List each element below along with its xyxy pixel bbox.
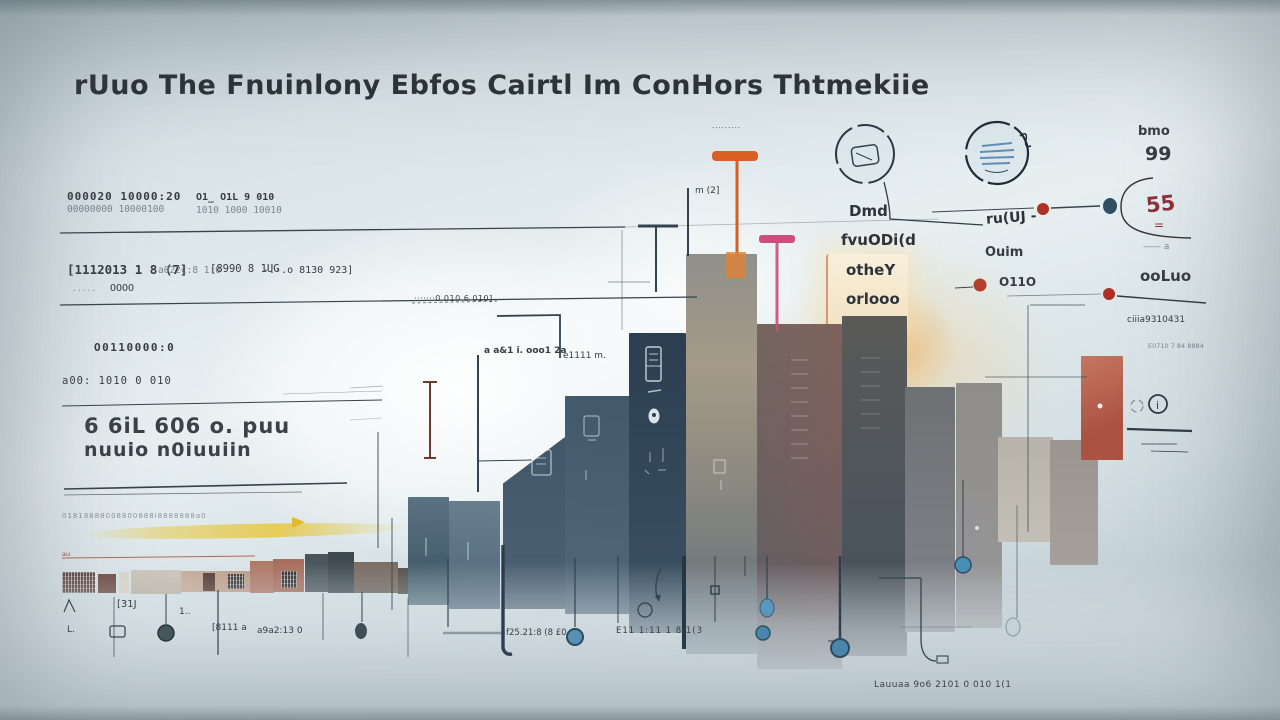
big-stat-line2: nuuio n0iuuiin: [84, 439, 252, 461]
label-ooluo: ooLuo: [1140, 267, 1192, 285]
bar-11: [998, 437, 1053, 542]
label-ouim: Ouim: [985, 245, 1024, 260]
bar-9: [905, 387, 955, 632]
dark-dot-marker: [157, 624, 175, 642]
left-row6-label: 01818888008800888i8888888a0: [62, 512, 207, 520]
flag-label: m (2]: [695, 186, 720, 196]
bar-annotation-b: e1111 m.: [563, 351, 606, 361]
label-lu: ru(UJ -: [985, 208, 1038, 228]
red-dot-marker: [973, 278, 987, 292]
left-row3-label: O0110000:0: [94, 341, 176, 354]
leader-label-e: [31J: [117, 599, 137, 610]
skyline-block: [281, 571, 297, 588]
bar-8: [842, 316, 907, 656]
left-row2-end: -.-.o 8130 923]: [263, 265, 354, 276]
skyline-block: [354, 562, 398, 593]
skyline-block: [119, 572, 129, 593]
dark-teardrop-marker: [355, 623, 367, 639]
leader-label-f: 1..: [179, 607, 191, 617]
left-row7-red-label: au: [62, 550, 71, 558]
bar-10: [956, 383, 1002, 628]
dash-note: —— a: [1143, 242, 1170, 252]
circle-connector-line: [883, 181, 984, 226]
bar-annotation-a: a a&1 i. ooo1 2a: [484, 346, 567, 356]
red-dot-marker: [1103, 288, 1115, 300]
navy-dot-marker: [1103, 198, 1117, 214]
bar-3: [503, 437, 565, 609]
info-circle-icon: i: [1156, 399, 1159, 412]
bar-4: [565, 396, 630, 614]
label-othe: otheY: [846, 261, 896, 279]
bar-5: [629, 333, 686, 633]
label-fvu: fvuODi(d: [841, 231, 916, 249]
skyline-block: [203, 573, 215, 591]
skyline-block: [98, 574, 116, 593]
bar-7: [757, 324, 842, 669]
pink-pin-icon: [759, 235, 795, 331]
yellow-highlight-swoosh: [79, 520, 411, 542]
left-row2-sub: ·····: [72, 286, 97, 295]
label-orl: orlooo: [846, 290, 900, 308]
left-row2-label: [1112013 1 8 (7]: [67, 262, 188, 277]
value-55: 55: [1144, 190, 1177, 218]
yellow-flag-icon: [292, 517, 305, 528]
blue-dot-marker: [566, 628, 584, 646]
left-row2-sub2: OOOO: [110, 283, 135, 294]
red-dot-marker: [1037, 203, 1049, 215]
label-dmd: Dmd: [849, 202, 888, 220]
skyline-block: [131, 570, 181, 594]
left-row2-mid: a022c:8 1:0: [158, 265, 221, 276]
label-tiny: E0710 7 84 8884: [1148, 342, 1204, 350]
skyline-block: [62, 572, 95, 593]
left-row1-label: 000020 10000:20: [67, 190, 182, 203]
leader-label-d: a9a2:13 0: [257, 626, 303, 636]
leader-label-a: f25.21:8 (8 £0: [506, 628, 567, 638]
left-row1-sub: 00000000 10000100: [67, 204, 165, 215]
bar-12: [1050, 440, 1098, 565]
left-row1-sub2: 1010 1000 10010: [196, 205, 282, 216]
bar-6: [686, 254, 757, 654]
skyline-block: [305, 554, 328, 592]
label-ciiu: ciiia9310431: [1127, 315, 1186, 325]
pin-dots-label: ·········: [712, 124, 742, 132]
red-ibeam-marker: [423, 381, 437, 459]
sketch-circle-text-icon: [964, 120, 1032, 186]
sketch-circle-document-icon: [835, 124, 895, 184]
leader-label-c: [8111 a: [212, 623, 247, 633]
big-stat-line1: 6 6iL 606 o. puu: [84, 414, 291, 438]
leader-label-b: E11 1:11 1 8 1(3: [616, 626, 704, 636]
bar-13-salmon: [1081, 356, 1123, 460]
page-title: rUuo The Fnuinlony Ebfos Cairtl Im ConHo…: [74, 70, 930, 101]
skyline-block: [250, 561, 274, 593]
skyline-block: [328, 552, 354, 593]
pale-teardrop-marker: [1005, 617, 1021, 637]
ruler-label: ·······0 010 6 010]: [414, 294, 493, 303]
skyline-block: [227, 574, 244, 589]
bar-2: [449, 501, 500, 609]
equals-mark: =: [1154, 218, 1165, 232]
left-row4-label: a00: 1010 0 010: [62, 375, 172, 387]
leader-label-g: L.: [67, 625, 75, 635]
value-99: 99: [1145, 143, 1172, 165]
label-bmo: bmo: [1138, 124, 1170, 139]
bottom-note: Lauuaa 9o6 2101 0 010 1(1: [874, 680, 1012, 690]
left-row1-value: O1_ O1L 9 010: [196, 192, 275, 203]
bar-1: [408, 497, 449, 605]
label-o11o: O11O: [999, 275, 1037, 289]
